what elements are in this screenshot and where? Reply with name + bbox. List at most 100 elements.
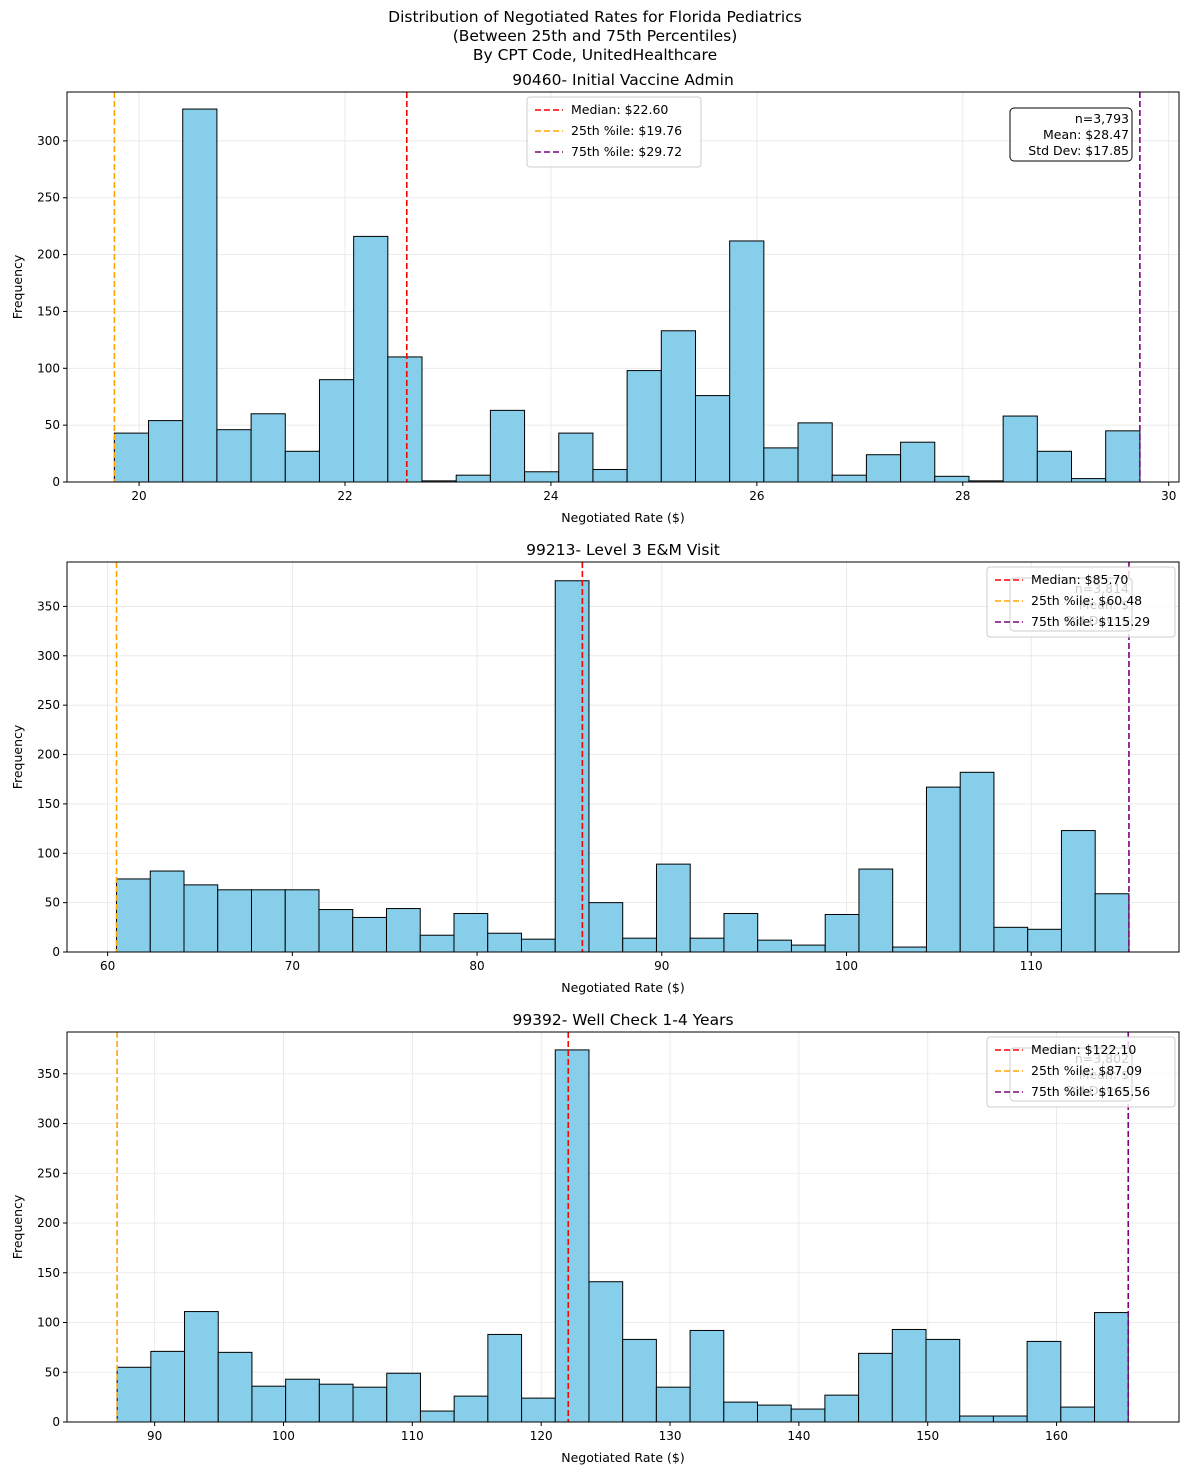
x-axis-label: Negotiated Rate ($) <box>561 510 685 525</box>
histogram-bar <box>1071 478 1107 483</box>
histogram-bar <box>757 939 792 953</box>
histogram-bar <box>588 1281 624 1423</box>
histogram-bar <box>1094 1312 1129 1423</box>
stats-line-1: n=3,793 <box>1075 111 1129 126</box>
histogram-bar <box>353 235 389 483</box>
y-tick-label: 200 <box>37 748 60 762</box>
histogram-bar <box>723 1401 758 1423</box>
histogram-bar <box>387 356 423 483</box>
histogram-bar <box>1002 415 1038 483</box>
histogram-bar <box>250 413 286 483</box>
histogram-bar <box>763 447 799 483</box>
histogram-bar <box>824 913 860 953</box>
y-axis-label: Frequency <box>10 1194 25 1259</box>
histogram-bar <box>790 1408 826 1423</box>
histogram-panel-2: 99213- Level 3 E&M Visit 60 70 80 90 100 110 0 5… <box>10 541 1180 995</box>
histogram-bar <box>694 395 731 483</box>
histogram-panel-1: 90460- Initial Vaccine Admin 20 22 24 26 28 30… <box>10 71 1180 525</box>
histogram-bar <box>865 454 902 483</box>
y-tick-label: 300 <box>37 649 60 663</box>
histogram-bar <box>520 938 556 953</box>
histogram-bar <box>891 1328 927 1423</box>
histogram-bar <box>318 909 354 953</box>
x-tick-label: 20 <box>131 489 146 503</box>
histogram-bar <box>285 1378 320 1423</box>
histogram-bar <box>934 475 970 483</box>
histogram-bar <box>489 409 526 483</box>
histogram-panel-3: 99392- Well Check 1-4 Years 90 100 110 120 13… <box>10 1011 1180 1465</box>
histogram-bar <box>1026 1340 1062 1423</box>
x-tick-label: 22 <box>337 489 352 503</box>
histogram-bar <box>419 1410 455 1423</box>
legend-label-p25: 25th %ile: $19.76 <box>571 123 682 138</box>
histogram-bar <box>626 370 662 483</box>
histogram-bar <box>622 1338 657 1423</box>
y-tick-label: 50 <box>45 896 60 910</box>
histogram-bar <box>113 432 150 483</box>
histogram-bars <box>116 1049 1129 1423</box>
histogram-bar <box>554 1049 590 1423</box>
histogram-bar <box>992 1415 1028 1423</box>
y-tick-label: 100 <box>37 1316 60 1330</box>
legend-label-p75: 75th %ile: $29.72 <box>571 144 682 159</box>
y-tick-label: 150 <box>37 797 60 811</box>
histogram-bar <box>148 420 184 483</box>
x-tick-label: 140 <box>787 1429 810 1443</box>
x-axis-label: Negotiated Rate ($) <box>561 980 685 995</box>
histogram-bar <box>1094 893 1130 953</box>
histogram-bar <box>183 884 219 953</box>
histogram-bar <box>858 868 894 953</box>
histogram-bar <box>149 870 185 953</box>
grid-lines <box>67 1032 1179 1423</box>
legend: Median: $85.70 25th %ile: $60.48 75th %ile… <box>986 566 1176 638</box>
histogram-bar <box>453 1395 489 1423</box>
stats-box-frame <box>1009 107 1133 162</box>
legend: Median: $122.10 25th %ile: $87.09 75th %il… <box>986 1036 1176 1108</box>
y-tick-label: 100 <box>37 361 60 375</box>
x-tick-label: 160 <box>1045 1429 1068 1443</box>
histogram-bar <box>385 908 421 953</box>
histogram-bar <box>184 1311 219 1423</box>
x-tick-label: 110 <box>401 1429 424 1443</box>
legend-frame <box>526 96 702 168</box>
axes-frame <box>66 1031 1180 1423</box>
panel-title: 99213- Level 3 E&M Visit <box>526 541 720 559</box>
y-tick-label: 250 <box>37 698 60 712</box>
x-tick-label: 150 <box>916 1429 939 1443</box>
y-tick-label: 150 <box>37 1266 60 1280</box>
y-tick-label: 250 <box>37 1166 60 1180</box>
x-tick-label: 120 <box>530 1429 553 1443</box>
x-tick-label: 24 <box>543 489 558 503</box>
histogram-bar <box>756 1404 792 1423</box>
y-tick-label: 200 <box>37 1216 60 1230</box>
histogram-bars <box>113 108 1141 483</box>
histogram-bar <box>723 912 759 953</box>
y-tick-label: 300 <box>37 134 60 148</box>
histogram-bar <box>318 379 355 483</box>
axes-frame <box>66 561 1180 953</box>
x-tick-label: 30 <box>1161 489 1176 503</box>
histogram-bar <box>284 889 320 953</box>
histogram-bar <box>554 580 590 953</box>
histogram-bar <box>925 786 961 953</box>
x-tick-label: 100 <box>272 1429 295 1443</box>
x-tick-label: 60 <box>100 959 115 973</box>
histogram-bar <box>689 937 725 953</box>
y-tick-label: 200 <box>37 248 60 262</box>
legend: Median: $22.60 25th %ile: $19.76 75th %ile… <box>526 96 702 168</box>
y-tick-label: 250 <box>37 191 60 205</box>
histogram-bar <box>524 471 560 483</box>
legend-label-p75: 75th %ile: $115.29 <box>1031 614 1150 629</box>
histogram-bar <box>487 1333 523 1423</box>
suptitle-line-3: By CPT Code, UnitedHealthcare <box>472 46 718 64</box>
histogram-bar <box>352 1386 388 1423</box>
histogram-bar <box>386 1372 421 1423</box>
histogram-bar <box>689 1329 725 1423</box>
x-tick-label: 100 <box>835 959 858 973</box>
histogram-bar <box>622 937 657 953</box>
legend-label-median: Median: $122.10 <box>1031 1042 1136 1057</box>
y-tick-label: 150 <box>37 304 60 318</box>
x-tick-label: 26 <box>749 489 764 503</box>
x-tick-label: 110 <box>1020 959 1043 973</box>
